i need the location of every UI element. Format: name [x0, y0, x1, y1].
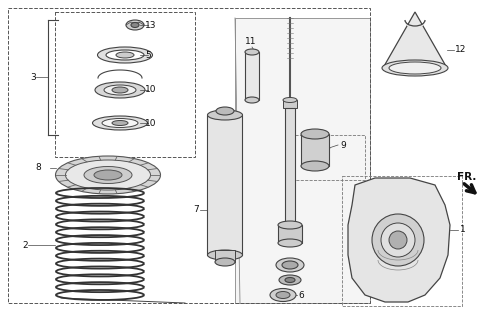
- Text: 7: 7: [193, 205, 199, 214]
- Ellipse shape: [116, 52, 134, 58]
- Ellipse shape: [372, 214, 424, 266]
- Ellipse shape: [278, 221, 302, 229]
- Ellipse shape: [245, 97, 259, 103]
- Ellipse shape: [126, 20, 144, 30]
- Bar: [283, 100, 297, 108]
- Ellipse shape: [208, 110, 243, 120]
- Ellipse shape: [94, 170, 122, 180]
- Ellipse shape: [216, 107, 234, 115]
- Bar: [278, 225, 302, 243]
- Text: 4: 4: [325, 143, 330, 153]
- Ellipse shape: [389, 62, 441, 74]
- Ellipse shape: [98, 47, 153, 63]
- Ellipse shape: [102, 118, 138, 127]
- Polygon shape: [348, 178, 450, 302]
- Text: 11: 11: [245, 37, 256, 46]
- Ellipse shape: [55, 156, 161, 194]
- Text: 12: 12: [455, 45, 466, 54]
- Ellipse shape: [106, 50, 144, 60]
- Ellipse shape: [84, 166, 132, 183]
- Ellipse shape: [283, 98, 297, 102]
- Ellipse shape: [278, 239, 302, 247]
- Polygon shape: [383, 12, 447, 68]
- Ellipse shape: [279, 275, 301, 285]
- Ellipse shape: [301, 129, 329, 139]
- Ellipse shape: [112, 121, 128, 125]
- Ellipse shape: [285, 277, 295, 283]
- Ellipse shape: [282, 261, 298, 269]
- Ellipse shape: [301, 161, 329, 171]
- Bar: [301, 134, 329, 166]
- Ellipse shape: [276, 258, 304, 272]
- Text: 2: 2: [22, 241, 27, 250]
- Bar: [8, 8, 370, 303]
- Bar: [245, 52, 259, 100]
- Text: 13: 13: [145, 20, 157, 29]
- Ellipse shape: [112, 87, 128, 93]
- Text: 1: 1: [460, 226, 466, 235]
- Polygon shape: [235, 18, 370, 303]
- Text: 3: 3: [30, 73, 36, 82]
- Ellipse shape: [270, 289, 296, 301]
- Ellipse shape: [92, 116, 147, 130]
- Ellipse shape: [208, 250, 243, 260]
- Ellipse shape: [245, 49, 259, 55]
- Bar: [342, 176, 462, 306]
- Ellipse shape: [104, 85, 136, 95]
- Text: 10: 10: [145, 85, 157, 94]
- Bar: [285, 108, 295, 228]
- Text: 10: 10: [145, 118, 157, 127]
- Bar: [295, 135, 365, 180]
- Ellipse shape: [382, 60, 448, 76]
- Text: 8: 8: [35, 164, 41, 172]
- Ellipse shape: [389, 231, 407, 249]
- Ellipse shape: [65, 160, 151, 190]
- Ellipse shape: [215, 258, 235, 266]
- Ellipse shape: [131, 22, 139, 28]
- Ellipse shape: [381, 223, 415, 257]
- Bar: [55, 12, 195, 157]
- Bar: [208, 115, 243, 255]
- Ellipse shape: [276, 292, 290, 299]
- Ellipse shape: [95, 82, 145, 98]
- Text: 9: 9: [340, 140, 346, 149]
- Text: FR.: FR.: [457, 172, 476, 182]
- Text: 5: 5: [145, 51, 151, 60]
- Bar: [215, 250, 235, 262]
- Text: 6: 6: [298, 291, 304, 300]
